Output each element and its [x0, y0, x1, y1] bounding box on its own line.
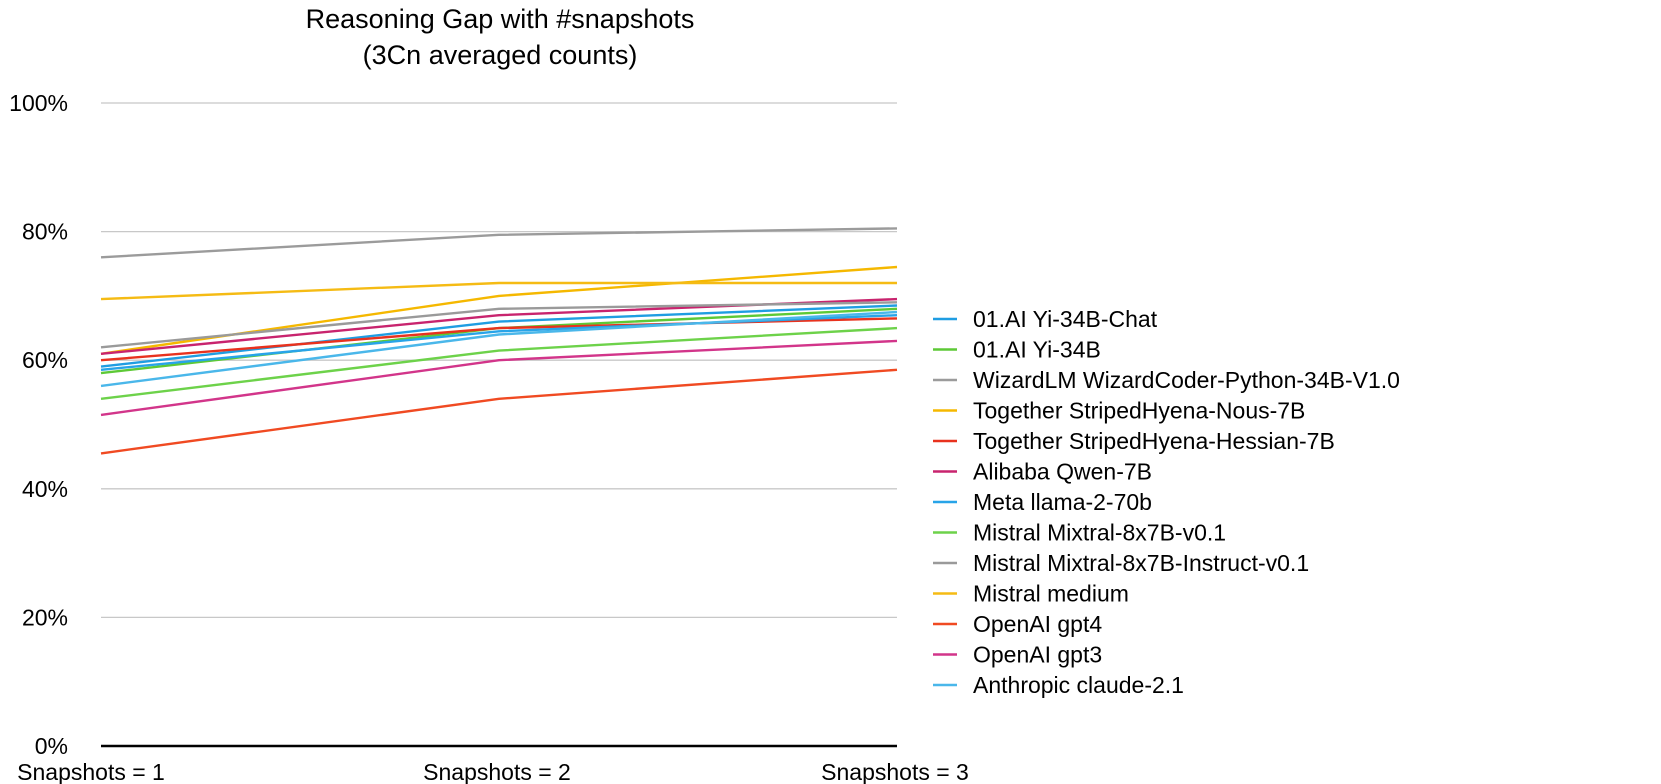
- series-line: [100, 326, 898, 400]
- legend-label: Together StripedHyena-Nous-7B: [973, 398, 1305, 424]
- series-line: [100, 227, 898, 259]
- y-tick-label: 60%: [22, 347, 68, 373]
- chart-subtitle-line: (3Cn averaged counts): [363, 40, 638, 70]
- legend-item: Mistral Mixtral-8x7B-Instruct-v0.1: [933, 550, 1309, 576]
- legend-item: Mistral Mixtral-8x7B-v0.1: [933, 520, 1226, 546]
- legend-item: Together StripedHyena-Hessian-7B: [933, 428, 1335, 454]
- legend-item: Meta llama-2-70b: [933, 489, 1152, 515]
- x-tick-label: Snapshots = 2: [423, 759, 571, 784]
- legend-item: OpenAI gpt4: [933, 611, 1102, 637]
- legend-label: WizardLM WizardCoder-Python-34B-V1.0: [973, 367, 1400, 393]
- legend-item: 01.AI Yi-34B: [933, 337, 1101, 363]
- y-tick-label: 100%: [9, 90, 68, 116]
- series-line: [100, 304, 898, 368]
- series-line: [100, 301, 898, 349]
- x-tick-label: Snapshots = 1: [17, 759, 165, 784]
- legend-label: Together StripedHyena-Hessian-7B: [973, 428, 1335, 454]
- legend-item: Anthropic claude-2.1: [933, 672, 1184, 698]
- chart-title-line: Reasoning Gap with #snapshots: [306, 4, 695, 34]
- legend-label: 01.AI Yi-34B: [973, 337, 1101, 363]
- legend-item: 01.AI Yi-34B-Chat: [933, 306, 1158, 332]
- x-tick-label: Snapshots = 3: [821, 759, 969, 784]
- y-tick-label: 20%: [22, 604, 68, 630]
- y-tick-label: 80%: [22, 219, 68, 245]
- series-lines: [100, 227, 898, 455]
- legend-label: Meta llama-2-70b: [973, 489, 1152, 515]
- series-line: [100, 310, 898, 388]
- y-tick-label: 40%: [22, 476, 68, 502]
- legend: 01.AI Yi-34B-Chat 01.AI Yi-34B WizardLM Wi…: [933, 306, 1400, 698]
- legend-label: Anthropic claude-2.1: [973, 672, 1184, 698]
- legend-item: Together StripedHyena-Nous-7B: [933, 398, 1305, 424]
- legend-label: Alibaba Qwen-7B: [973, 459, 1152, 485]
- legend-item: Mistral medium: [933, 581, 1129, 607]
- legend-label: 01.AI Yi-34B-Chat: [973, 306, 1158, 332]
- y-axis-tick-labels: 0% 20% 40% 60% 80% 100%: [9, 90, 68, 759]
- series-line: [100, 339, 898, 417]
- legend-label: Mistral medium: [973, 581, 1129, 607]
- legend-label: Mistral Mixtral-8x7B-v0.1: [973, 520, 1226, 546]
- legend-item: WizardLM WizardCoder-Python-34B-V1.0: [933, 367, 1400, 393]
- legend-item: OpenAI gpt3: [933, 642, 1102, 668]
- series-line: [100, 368, 898, 455]
- series-line: [100, 281, 897, 301]
- y-tick-label: 0%: [35, 733, 68, 759]
- legend-label: Mistral Mixtral-8x7B-Instruct-v0.1: [973, 550, 1309, 576]
- legend-label: OpenAI gpt4: [973, 611, 1102, 637]
- legend-label: OpenAI gpt3: [973, 642, 1102, 668]
- legend-item: Alibaba Qwen-7B: [933, 459, 1152, 485]
- x-axis-tick-labels: Snapshots = 1 Snapshots = 2 Snapshots = 3: [17, 759, 969, 784]
- chart-title: Reasoning Gap with #snapshots (3Cn avera…: [306, 4, 695, 70]
